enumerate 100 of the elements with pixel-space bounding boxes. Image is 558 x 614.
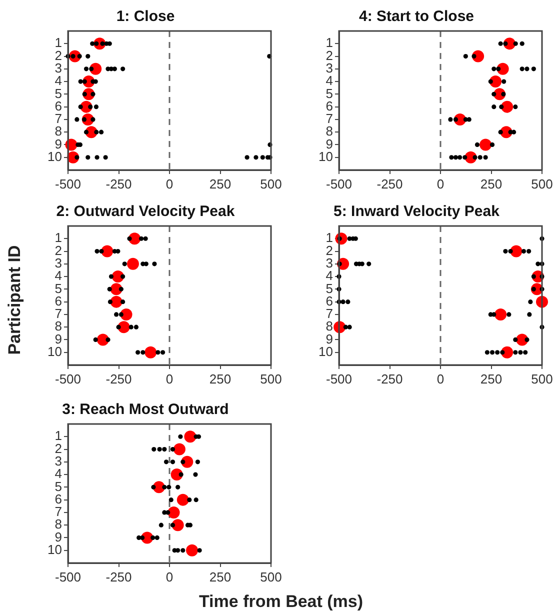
y-tick-label: 3 — [54, 60, 62, 76]
point — [462, 155, 468, 160]
point — [120, 308, 132, 320]
point — [492, 104, 496, 110]
point — [144, 346, 157, 358]
point — [136, 350, 140, 355]
point — [180, 548, 186, 553]
point — [340, 300, 346, 304]
point — [98, 130, 104, 134]
point — [343, 324, 348, 330]
y-tick-label: 9 — [54, 331, 62, 346]
point — [82, 79, 87, 84]
x-tick-label: 0 — [166, 569, 174, 584]
point — [157, 446, 162, 452]
y-tick-label: 2 — [54, 440, 62, 456]
y-tick-label: 7 — [54, 504, 62, 520]
point — [513, 41, 518, 46]
point — [502, 79, 506, 84]
point — [531, 274, 536, 279]
x-tick-label: -250 — [106, 371, 132, 386]
point — [108, 274, 114, 279]
point — [84, 130, 89, 134]
point — [187, 498, 192, 502]
point — [500, 350, 505, 355]
x-tick-label: 250 — [209, 569, 232, 584]
point — [472, 54, 476, 59]
chart-title: 5: Inward Velocity Peak — [334, 203, 500, 220]
point — [166, 510, 170, 515]
point — [106, 337, 110, 342]
point — [82, 117, 87, 122]
point — [74, 155, 80, 160]
point — [150, 535, 156, 540]
point — [186, 544, 198, 556]
point — [107, 286, 112, 292]
point — [151, 484, 156, 490]
point — [162, 446, 167, 452]
point — [176, 484, 180, 490]
point — [152, 262, 157, 266]
point — [77, 54, 82, 59]
y-tick-label: 1 — [326, 230, 333, 246]
chart-title: 3: Reach Most Outward — [62, 401, 229, 418]
point — [168, 506, 180, 518]
point — [492, 312, 496, 317]
point — [520, 41, 524, 46]
y-tick-label: 4 — [54, 268, 62, 284]
point — [449, 155, 454, 160]
point — [453, 155, 458, 160]
y-tick-label: 10 — [318, 148, 333, 164]
y-tick-label: 10 — [48, 148, 62, 164]
y-tick-label: 6 — [326, 293, 333, 308]
x-tick-label: 500 — [260, 371, 282, 386]
y-tick-label: 1 — [326, 35, 333, 50]
point — [499, 104, 504, 110]
point — [463, 54, 468, 59]
point — [513, 350, 518, 355]
point — [472, 155, 478, 160]
point — [172, 519, 184, 532]
point — [513, 104, 518, 110]
point — [180, 460, 186, 464]
point — [94, 155, 100, 160]
y-tick-label: 5 — [54, 86, 62, 101]
point — [138, 236, 144, 241]
point — [513, 337, 518, 342]
point — [162, 484, 167, 490]
point — [116, 324, 121, 330]
point — [195, 460, 200, 464]
y-tick-label: 8 — [326, 124, 333, 139]
y-tick-label: 4 — [326, 268, 333, 284]
y-tick-label: 4 — [54, 466, 62, 482]
point — [126, 258, 139, 270]
point — [108, 300, 113, 304]
x-tick-label: 250 — [480, 371, 502, 386]
point — [457, 155, 462, 160]
point — [144, 262, 148, 266]
point — [86, 155, 90, 160]
point — [478, 155, 482, 160]
point — [101, 245, 114, 258]
x-tick-label: 0 — [436, 176, 444, 192]
point — [94, 41, 99, 46]
y-tick-label: 1 — [54, 230, 62, 246]
y-tick-label: 7 — [326, 111, 333, 126]
point — [492, 92, 496, 96]
point — [94, 130, 99, 134]
y-tick-label: 6 — [54, 293, 62, 308]
y-tick-label: 6 — [54, 491, 62, 506]
point — [84, 66, 89, 72]
point — [176, 494, 189, 506]
y-tick-label: 9 — [326, 331, 333, 346]
point — [164, 460, 169, 464]
y-tick-label: 8 — [54, 124, 62, 139]
point — [134, 324, 139, 330]
y-tick-label: 5 — [54, 280, 62, 296]
y-tick-label: 8 — [54, 516, 62, 532]
point — [78, 79, 83, 84]
point — [90, 41, 95, 46]
point — [88, 104, 93, 110]
point — [503, 41, 508, 46]
point — [100, 41, 105, 46]
point — [453, 117, 458, 122]
point — [140, 350, 146, 355]
